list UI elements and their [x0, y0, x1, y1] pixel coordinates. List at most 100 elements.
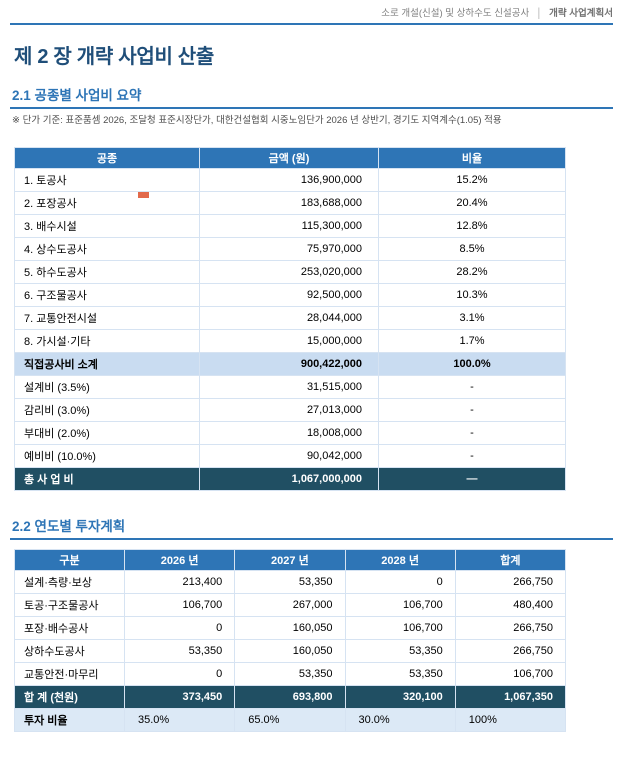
- table-row: 3. 배수시설 115,300,000 12.8%: [14, 214, 566, 238]
- row-value-cell: 100%: [454, 708, 567, 732]
- row-value-cell: 10.3%: [378, 283, 566, 307]
- row-value-cell: 160,050: [234, 639, 346, 663]
- table-row: 7. 교통안전시설 28,044,000 3.1%: [14, 306, 566, 330]
- header-doc-type: 개략 사업계획서: [549, 8, 613, 19]
- column-header-amount: 금액 (원): [199, 147, 379, 169]
- orange-annotation-marker: [138, 192, 149, 198]
- row-label-cell: 설계·측량·보상: [14, 570, 125, 594]
- table-row: 설계비 (3.5%) 31,515,000-: [14, 375, 566, 399]
- table-row: 감리비 (3.0%) 27,013,000-: [14, 398, 566, 422]
- table-row: 5. 하수도공사 253,020,000 28.2%: [14, 260, 566, 284]
- row-value-cell: 480,400: [454, 593, 567, 617]
- table-row: 총 사 업 비 1,067,000,000—: [14, 467, 566, 491]
- table-header-row: 구분 2026 년 2027 년 2028 년 합계: [14, 549, 567, 571]
- row-value-cell: 8.5%: [378, 237, 566, 261]
- table-row: 부대비 (2.0%) 18,008,000-: [14, 421, 566, 445]
- row-value-cell: 0: [123, 616, 236, 640]
- row-value-cell: 92,500,000: [199, 283, 379, 307]
- row-value-cell: -: [378, 421, 566, 445]
- section-yearly-investment: 2.2 연도별 투자계획 구분 2026 년 2027 년 2028 년 합계 …: [10, 519, 613, 732]
- row-label-cell: 포장·배수공사: [14, 616, 125, 640]
- row-value-cell: 0: [344, 570, 456, 594]
- row-label-cell: 총 사 업 비: [14, 467, 200, 491]
- row-value-cell: 106,700: [344, 593, 456, 617]
- column-header-category: 구분: [14, 549, 125, 571]
- column-header-ratio: 비율: [378, 147, 566, 169]
- row-value-cell: 106,700: [344, 616, 456, 640]
- row-value-cell: 12.8%: [378, 214, 566, 238]
- row-value-cell: 253,020,000: [199, 260, 379, 284]
- row-value-cell: —: [378, 467, 566, 491]
- row-label-cell: 3. 배수시설: [14, 214, 200, 238]
- row-value-cell: 28,044,000: [199, 306, 379, 330]
- table-row: 상하수도공사 53,350 160,050 53,350 266,750: [14, 639, 567, 663]
- row-value-cell: 28.2%: [378, 260, 566, 284]
- table-row: 투자 비율 35.0% 65.0% 30.0% 100%: [14, 708, 567, 732]
- table-row: 6. 구조물공사 92,500,000 10.3%: [14, 283, 566, 307]
- column-header-work-type: 공종: [14, 147, 200, 169]
- page-header: 소로 개설(신설) 및 상하수도 신설공사 │ 개략 사업계획서: [10, 8, 613, 19]
- row-value-cell: 53,350: [344, 639, 456, 663]
- row-label-cell: 7. 교통안전시설: [14, 306, 200, 330]
- row-value-cell: 0: [123, 662, 236, 686]
- row-label-cell: 상하수도공사: [14, 639, 125, 663]
- chapter-title: 제 2 장 개략 사업비 산출: [14, 46, 215, 68]
- row-label-cell: 설계비 (3.5%): [14, 375, 200, 399]
- row-value-cell: 20.4%: [378, 191, 566, 215]
- row-value-cell: 65.0%: [234, 708, 346, 732]
- row-label-cell: 합 계 (천원): [14, 685, 125, 709]
- row-value-cell: 30.0%: [344, 708, 456, 732]
- row-value-cell: 106,700: [454, 662, 567, 686]
- row-value-cell: 1,067,000,000: [199, 467, 379, 491]
- row-value-cell: 266,750: [454, 570, 567, 594]
- row-label-cell: 투자 비율: [14, 708, 125, 732]
- row-value-cell: 106,700: [123, 593, 236, 617]
- row-label-cell: 2. 포장공사: [14, 191, 200, 215]
- row-value-cell: 75,970,000: [199, 237, 379, 261]
- row-value-cell: 900,422,000: [199, 352, 379, 376]
- column-header-2028: 2028 년: [344, 549, 456, 571]
- row-value-cell: 31,515,000: [199, 375, 379, 399]
- row-value-cell: 266,750: [454, 616, 567, 640]
- table-row: 설계·측량·보상 213,400 53,350 0 266,750: [14, 570, 567, 594]
- row-label-cell: 토공·구조물공사: [14, 593, 125, 617]
- column-header-2026: 2026 년: [123, 549, 236, 571]
- row-value-cell: 53,350: [123, 639, 236, 663]
- cost-summary-table: 공종 금액 (원) 비율 1. 토공사 136,900,000 15.2% 2. 포장…: [14, 147, 566, 491]
- column-header-total: 합계: [454, 549, 567, 571]
- row-value-cell: 1.7%: [378, 329, 566, 353]
- row-label-cell: 5. 하수도공사: [14, 260, 200, 284]
- row-value-cell: 1,067,350: [454, 685, 567, 709]
- table-header-row: 공종 금액 (원) 비율: [14, 147, 566, 169]
- row-value-cell: 213,400: [123, 570, 236, 594]
- table-row: 합 계 (천원) 373,450 693,800 320,100 1,067,350: [14, 685, 567, 709]
- row-label-cell: 6. 구조물공사: [14, 283, 200, 307]
- row-value-cell: 27,013,000: [199, 398, 379, 422]
- row-value-cell: -: [378, 444, 566, 468]
- row-value-cell: 3.1%: [378, 306, 566, 330]
- row-value-cell: 693,800: [234, 685, 346, 709]
- row-value-cell: 15,000,000: [199, 329, 379, 353]
- table-row: 4. 상수도공사 75,970,000 8.5%: [14, 237, 566, 261]
- row-label-cell: 부대비 (2.0%): [14, 421, 200, 445]
- section-1-heading: 2.1 공종별 사업비 요약: [10, 88, 613, 109]
- row-label-cell: 1. 토공사: [14, 168, 200, 192]
- row-label-cell: 직접공사비 소계: [14, 352, 200, 376]
- header-separator: │: [536, 8, 543, 19]
- table-row: 포장·배수공사 0 160,050 106,700 266,750: [14, 616, 567, 640]
- table-row: 예비비 (10.0%) 90,042,000-: [14, 444, 566, 468]
- row-value-cell: 35.0%: [123, 708, 236, 732]
- row-label-cell: 8. 가시설·기타: [14, 329, 200, 353]
- row-value-cell: -: [378, 375, 566, 399]
- row-value-cell: 320,100: [344, 685, 456, 709]
- row-value-cell: 100.0%: [378, 352, 566, 376]
- row-value-cell: -: [378, 398, 566, 422]
- table-row: 1. 토공사 136,900,000 15.2%: [14, 168, 566, 192]
- row-value-cell: 53,350: [234, 662, 346, 686]
- row-value-cell: 373,450: [123, 685, 236, 709]
- row-value-cell: 18,008,000: [199, 421, 379, 445]
- row-value-cell: 136,900,000: [199, 168, 379, 192]
- row-value-cell: 90,042,000: [199, 444, 379, 468]
- row-value-cell: 266,750: [454, 639, 567, 663]
- unit-price-basis-note: ※ 단가 기준: 표준품셈 2026, 조달청 표준시장단가, 대한건설협회 시…: [12, 115, 502, 126]
